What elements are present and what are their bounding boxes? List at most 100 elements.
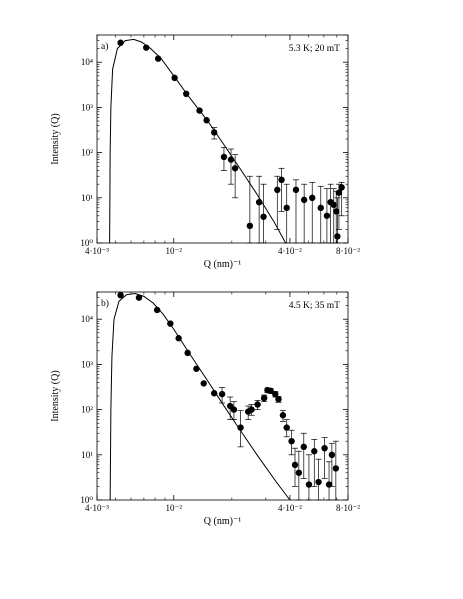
y-tick-label: 10¹ <box>81 193 93 203</box>
data-point <box>309 194 316 202</box>
data-point <box>278 176 285 184</box>
data-points-layer <box>117 291 340 501</box>
data-point <box>334 233 341 240</box>
data-point <box>231 165 239 172</box>
error-bar <box>321 437 328 479</box>
data-point <box>210 129 218 136</box>
error-bar <box>311 438 318 487</box>
data-point <box>317 204 324 212</box>
chart-panel-a: 10⁰ 10¹ 10² 10³ 10⁴ 4·10⁻³ 10⁻² 4·10⁻² 8·10⁻² a)… <box>50 34 360 270</box>
x-axis-label: Q (nm)⁻¹ <box>204 516 241 527</box>
error-bar <box>328 442 335 487</box>
x-tick-label: 4·10⁻² <box>278 246 302 256</box>
data-point <box>305 481 313 488</box>
chart-panel-b: 10⁰ 10¹ 10² 10³ 10⁴ 4·10⁻³ 10⁻² 4·10⁻² 8·10⁻² b)… <box>50 291 360 527</box>
data-point <box>200 380 207 387</box>
data-point <box>332 465 340 472</box>
data-point <box>143 44 150 51</box>
data-point <box>154 55 162 62</box>
data-point <box>279 412 287 419</box>
data-point <box>254 401 261 408</box>
data-point <box>288 437 295 445</box>
x-tick-label: 8·10⁻² <box>336 503 360 513</box>
data-point <box>311 448 318 455</box>
data-point <box>300 196 308 204</box>
x-tick-label: 8·10⁻² <box>336 246 360 256</box>
data-point <box>260 213 267 220</box>
data-point <box>335 189 343 196</box>
data-point <box>272 390 279 398</box>
data-point <box>260 394 268 402</box>
data-point <box>300 443 307 451</box>
data-points-layer <box>117 39 345 244</box>
data-point <box>283 204 290 212</box>
y-tick-label: 10⁰ <box>80 495 93 505</box>
y-axis-label: Intensity (Q) <box>50 370 61 421</box>
data-point <box>167 320 174 327</box>
data-point <box>117 291 124 299</box>
data-point <box>292 186 300 194</box>
panel-label: a) <box>101 41 108 52</box>
data-point <box>274 186 281 194</box>
data-point <box>255 198 263 206</box>
data-point <box>267 387 274 395</box>
data-point <box>330 201 337 209</box>
data-point <box>295 469 303 476</box>
error-bar <box>246 175 253 244</box>
data-point <box>248 406 255 413</box>
error-bar <box>301 183 308 244</box>
data-point <box>184 349 191 357</box>
error-bar <box>274 175 281 230</box>
y-tick-label: 10³ <box>81 102 93 112</box>
error-bar <box>309 181 316 244</box>
x-tick-label: 4·10⁻³ <box>85 503 109 513</box>
data-point <box>321 444 328 452</box>
y-tick-label: 10² <box>81 405 93 415</box>
data-point <box>220 153 228 161</box>
x-axis-label: Q (nm)⁻¹ <box>204 259 241 270</box>
data-point <box>227 156 235 163</box>
data-point <box>325 481 333 488</box>
data-point <box>230 406 238 413</box>
fit-curve <box>109 38 287 244</box>
x-tick-label: 10⁻² <box>166 246 183 256</box>
data-point <box>203 117 210 124</box>
data-point <box>171 74 178 82</box>
data-point <box>328 451 336 459</box>
data-point <box>246 222 254 230</box>
y-tick-label: 10⁴ <box>81 57 93 67</box>
error-bar <box>228 148 235 185</box>
data-point <box>117 39 124 46</box>
data-point <box>210 390 218 397</box>
x-tick-label: 4·10⁻² <box>278 503 302 513</box>
data-point <box>237 424 244 431</box>
data-point <box>338 184 345 191</box>
error-bar <box>300 432 307 479</box>
x-tick-label: 4·10⁻³ <box>85 246 109 256</box>
axes-layer: 10⁰ 10¹ 10² 10³ 10⁴ 4·10⁻³ 10⁻² 4·10⁻² 8·10⁻² <box>80 291 360 513</box>
x-tick-label: 10⁻² <box>166 503 183 513</box>
data-point <box>196 107 203 114</box>
y-tick-label: 10³ <box>81 359 93 369</box>
data-point <box>193 365 200 372</box>
error-bar <box>232 154 239 199</box>
condition-annotation: 4.5 K; 35 mT <box>289 301 340 311</box>
panel-label: b) <box>101 298 109 309</box>
y-tick-label: 10⁴ <box>81 314 93 324</box>
y-tick-label: 10² <box>81 148 93 158</box>
axes-layer: 10⁰ 10¹ 10² 10³ 10⁴ 4·10⁻³ 10⁻² 4·10⁻² 8·10⁻² <box>80 34 360 256</box>
fit-curve-layer <box>109 38 287 244</box>
data-point <box>183 90 190 98</box>
data-point <box>275 395 282 403</box>
data-point <box>323 212 331 219</box>
error-bar <box>305 454 312 501</box>
error-bar <box>317 185 324 244</box>
error-bar <box>326 461 333 501</box>
data-point <box>283 424 290 431</box>
error-bar <box>283 183 290 244</box>
data-point <box>175 335 182 342</box>
y-tick-label: 10¹ <box>81 450 93 460</box>
condition-annotation: 5.3 K; 20 mT <box>289 44 340 54</box>
y-tick-label: 10⁰ <box>80 238 93 248</box>
